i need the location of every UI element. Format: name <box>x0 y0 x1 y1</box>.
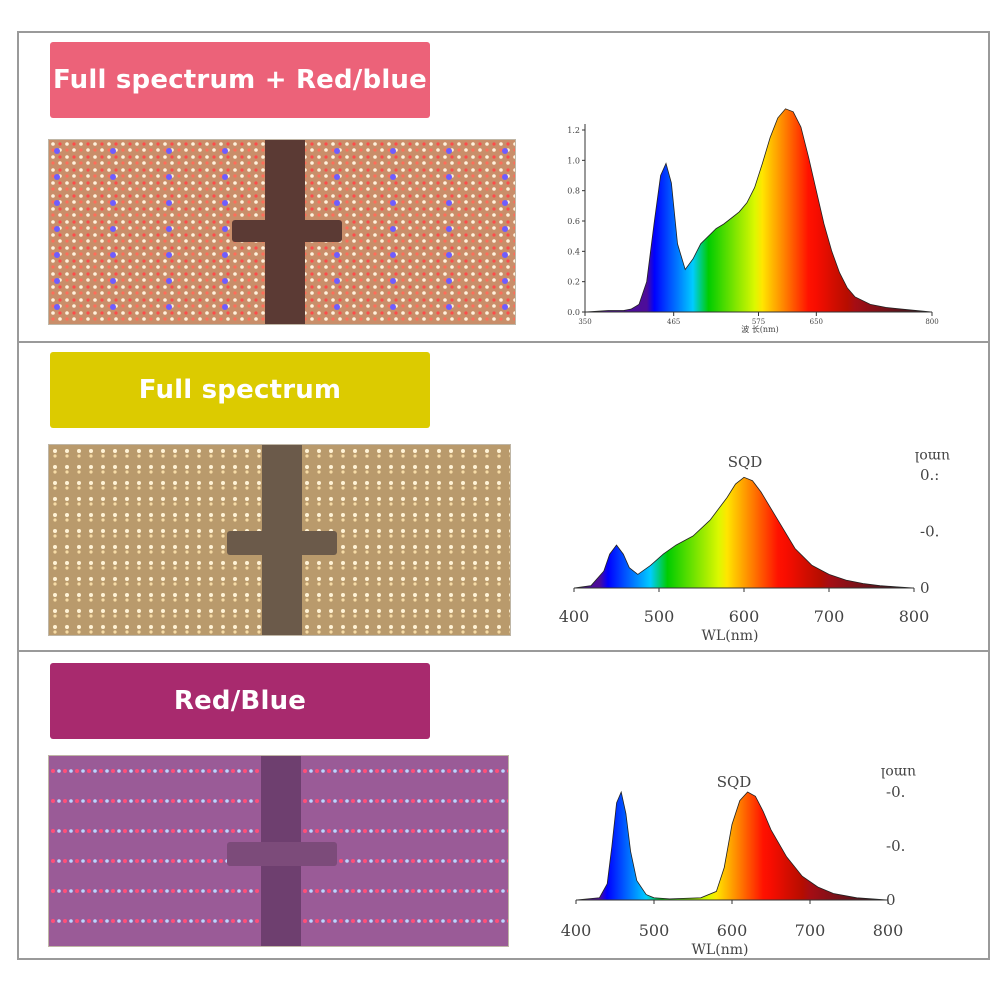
y-tick-label: 0 <box>920 579 930 597</box>
led-panel-full-image <box>49 445 510 635</box>
x-tick-label: 800 <box>899 607 930 626</box>
unit-label: umol <box>914 448 950 464</box>
y-tick-label: -0. <box>886 783 905 801</box>
x-tick-label: 500 <box>644 607 675 626</box>
unit-label: umol <box>880 764 916 780</box>
x-axis-label: WL(nm) <box>702 628 759 644</box>
x-tick-label: 600 <box>717 921 748 940</box>
x-tick-label: 575 <box>752 318 765 326</box>
spectrum-area <box>576 792 888 900</box>
x-tick-label: 800 <box>873 921 904 940</box>
x-tick-label: 400 <box>559 607 590 626</box>
led-panel-photo-full-red-blue <box>48 139 516 325</box>
y-tick-label: 1.2 <box>567 126 580 135</box>
banner-title: Full spectrum + Red/blue <box>53 65 427 95</box>
x-tick-label: 400 <box>561 921 592 940</box>
x-tick-label: 700 <box>814 607 845 626</box>
x-tick-label: 500 <box>639 921 670 940</box>
spectrum-chart-3: 400 500 600 700 800 -0. -0. 0 WL(nm) SQD umol <box>561 764 916 958</box>
y-tick-label: 0.8 <box>567 187 580 196</box>
y-tick-label: -0. <box>920 523 939 541</box>
spectrum-chart-1: 350 465 575 650 800 1.2 1.0 0.8 0.6 0.4 0.2 0.0 波 长(… <box>567 108 939 334</box>
x-tick-label: 700 <box>795 921 826 940</box>
y-tick-label: 0.6 <box>567 217 580 226</box>
led-panel-full-red-blue-image <box>49 140 515 324</box>
chart-full: 400 500 600 700 800 0.: -0. 0 WL(nm) SQD umol <box>540 440 960 680</box>
spectrum-area <box>585 108 932 312</box>
y-tick-label: 0 <box>886 891 896 909</box>
y-tick-label: 1.0 <box>567 156 580 165</box>
banner-title: Full spectrum <box>138 375 342 405</box>
led-panel-photo-red-blue <box>48 755 509 947</box>
banner-full-spectrum: Full spectrum <box>50 352 430 428</box>
y-tick-label: 0.4 <box>567 247 580 256</box>
spectrum-outline <box>584 108 933 313</box>
spectrum-outline <box>575 790 889 901</box>
banner-full-spectrum-red-blue: Full spectrum + Red/blue <box>50 42 430 118</box>
spectrum-chart-2: 400 500 600 700 800 0.: -0. 0 WL(nm) SQD umol <box>559 448 950 644</box>
x-tick-label: 800 <box>925 318 938 326</box>
chart-title: SQD <box>717 773 752 791</box>
x-tick-label: 465 <box>667 318 680 326</box>
chart-title: SQD <box>728 453 763 471</box>
x-tick-label: 650 <box>810 318 823 326</box>
x-axis-label: 波 长(nm) <box>741 324 779 334</box>
chart-full-red-blue: 350 465 575 650 800 1.2 1.0 0.8 0.6 0.4 0.2 0.0 波 长(… <box>540 108 960 358</box>
y-tick-label: 0.: <box>920 466 939 484</box>
y-tick-label: 0.2 <box>567 278 580 287</box>
y-tick-label: 0.0 <box>567 308 580 317</box>
x-tick-label: 350 <box>578 318 591 326</box>
x-tick-label: 600 <box>729 607 760 626</box>
section-divider <box>17 341 990 343</box>
outer-frame <box>17 31 990 960</box>
spectrum-area <box>574 477 914 588</box>
section-divider <box>17 650 990 652</box>
banner-red-blue: Red/Blue <box>50 663 430 739</box>
x-axis-label: WL(nm) <box>692 942 749 958</box>
spectrum-outline <box>573 476 915 589</box>
led-panel-photo-full <box>48 444 511 636</box>
y-tick-label: -0. <box>886 837 905 855</box>
chart-red-blue: 400 500 600 700 800 -0. -0. 0 WL(nm) SQD umol <box>540 760 960 1000</box>
led-panel-red-blue-image <box>49 756 508 946</box>
banner-title: Red/Blue <box>173 686 307 716</box>
